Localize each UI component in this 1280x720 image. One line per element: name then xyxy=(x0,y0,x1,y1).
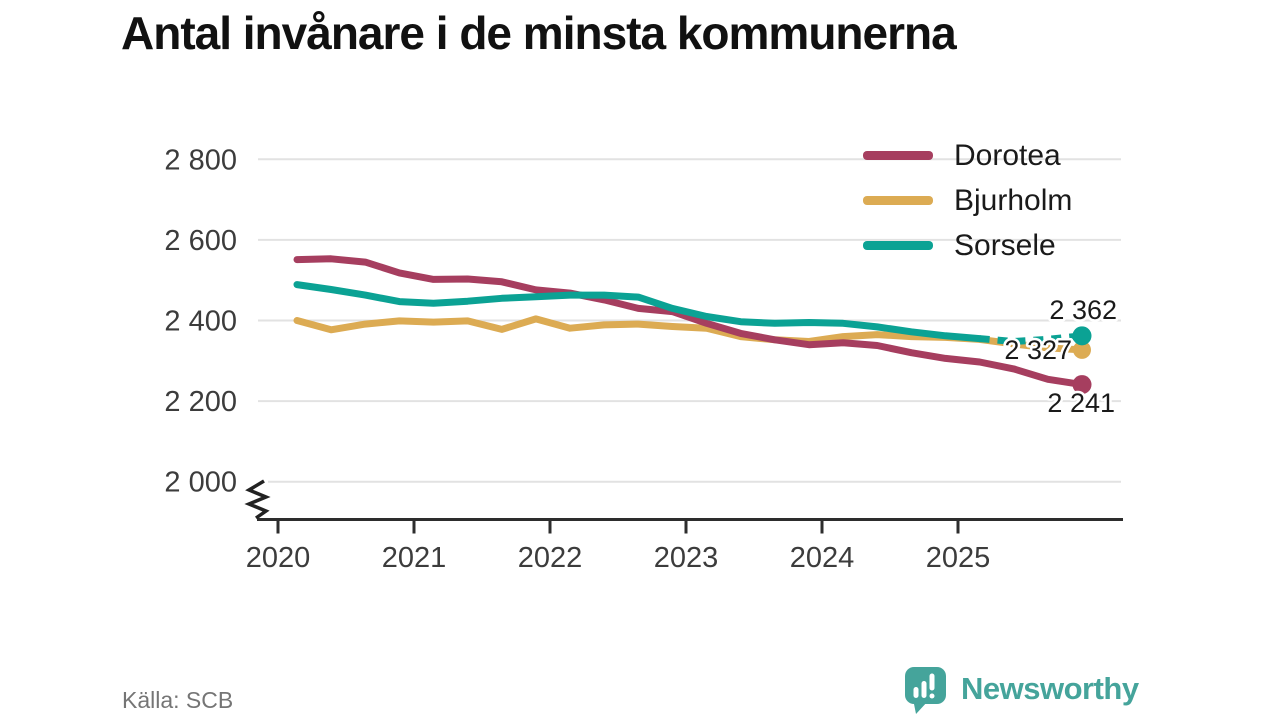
end-value-label-dorotea: 2 241 xyxy=(1047,388,1115,418)
legend-item-bjurholm: Bjurholm xyxy=(863,178,1072,223)
x-tick-label: 2021 xyxy=(382,542,447,574)
series-line-sorsele xyxy=(293,281,984,343)
y-tick-label: 2 800 xyxy=(164,144,237,176)
series-line-dorotea xyxy=(293,255,1086,389)
axis-break-icon xyxy=(244,479,271,520)
source-note: Källa: SCB xyxy=(122,687,234,713)
end-point-dorotea xyxy=(1072,375,1092,395)
y-tick-label: 2 600 xyxy=(164,225,237,257)
legend: Dorotea Bjurholm Sorsele xyxy=(863,133,1072,268)
x-tick-label: 2025 xyxy=(926,542,991,574)
page-title: Antal invånare i de minsta kommunerna xyxy=(121,7,957,59)
y-tick-label: 2 200 xyxy=(164,386,237,418)
y-tick-label: 2 000 xyxy=(164,467,237,499)
legend-swatch-sorsele xyxy=(863,241,933,250)
branding-wordmark: Newsworthy xyxy=(961,671,1139,706)
legend-label: Bjurholm xyxy=(954,183,1073,217)
end-point-bjurholm xyxy=(1073,340,1091,359)
legend-label: Dorotea xyxy=(954,138,1061,172)
branding: Newsworthy xyxy=(903,665,1139,715)
end-value-label-bjurholm: 2 327 xyxy=(1004,335,1072,365)
legend-swatch-dorotea xyxy=(863,151,933,160)
x-tick-label: 2024 xyxy=(790,542,855,574)
x-tick-label: 2023 xyxy=(654,542,719,574)
newsworthy-logo-icon xyxy=(905,667,946,714)
legend-swatch-bjurholm xyxy=(863,196,933,205)
legend-item-sorsele: Sorsele xyxy=(863,223,1072,268)
legend-item-dorotea: Dorotea xyxy=(863,133,1072,178)
x-tick-label: 2022 xyxy=(518,542,583,574)
x-tick-label: 2020 xyxy=(246,542,311,574)
end-point-sorsele xyxy=(1072,326,1092,346)
y-tick-label: 2 400 xyxy=(164,306,237,338)
end-value-label-sorsele: 2 362 xyxy=(1049,295,1117,325)
legend-label: Sorsele xyxy=(954,228,1056,262)
